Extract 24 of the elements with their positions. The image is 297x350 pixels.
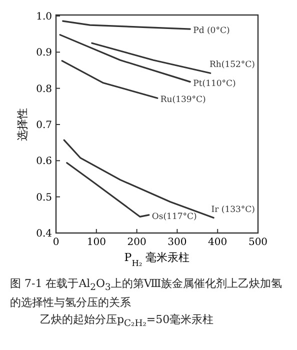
y-tick-label: 0.7	[36, 120, 52, 131]
line-series	[66, 162, 150, 218]
x-tick-label: 400	[208, 237, 228, 248]
x-tick-label: 0	[52, 237, 60, 248]
text: 图 7-1 在载于Al$_{2}$O$_{3}$上的第Ⅷ族金属催化剂上乙炔加氢的选择性与氢分压的关系	[9, 276, 284, 310]
x-tick-label: 100	[86, 237, 106, 248]
series-label: Os(117°C)	[152, 212, 197, 222]
y-tick-label: 0.4	[36, 228, 52, 240]
series-label: Pd (0°C)	[193, 26, 230, 36]
y-axis-title: 选择性	[16, 108, 29, 141]
x-tick-label: 300	[168, 237, 187, 248]
y-tick-label: 0.8	[36, 84, 52, 95]
x-axis-title: P$_{H₂}$ 毫米汞柱	[124, 251, 190, 268]
series-label: Ir (133°C)	[211, 204, 255, 215]
y-tick-label: 0.9	[36, 48, 52, 59]
y-tick-label: 0.5	[36, 192, 52, 204]
y-tick-label: 1.0	[36, 12, 52, 22]
series-label: Rh(152°C)	[210, 60, 255, 70]
series-label: Pt(110°C)	[193, 78, 236, 89]
text: 乙炔的起始分压p$_{C₂H₂}$=50毫米汞柱	[39, 312, 215, 330]
y-tick-label: 0.6	[36, 156, 52, 168]
series-label: Ru(139°C)	[160, 95, 206, 106]
x-tick-label: 200	[127, 237, 146, 248]
x-tick-label: 500	[248, 237, 268, 248]
